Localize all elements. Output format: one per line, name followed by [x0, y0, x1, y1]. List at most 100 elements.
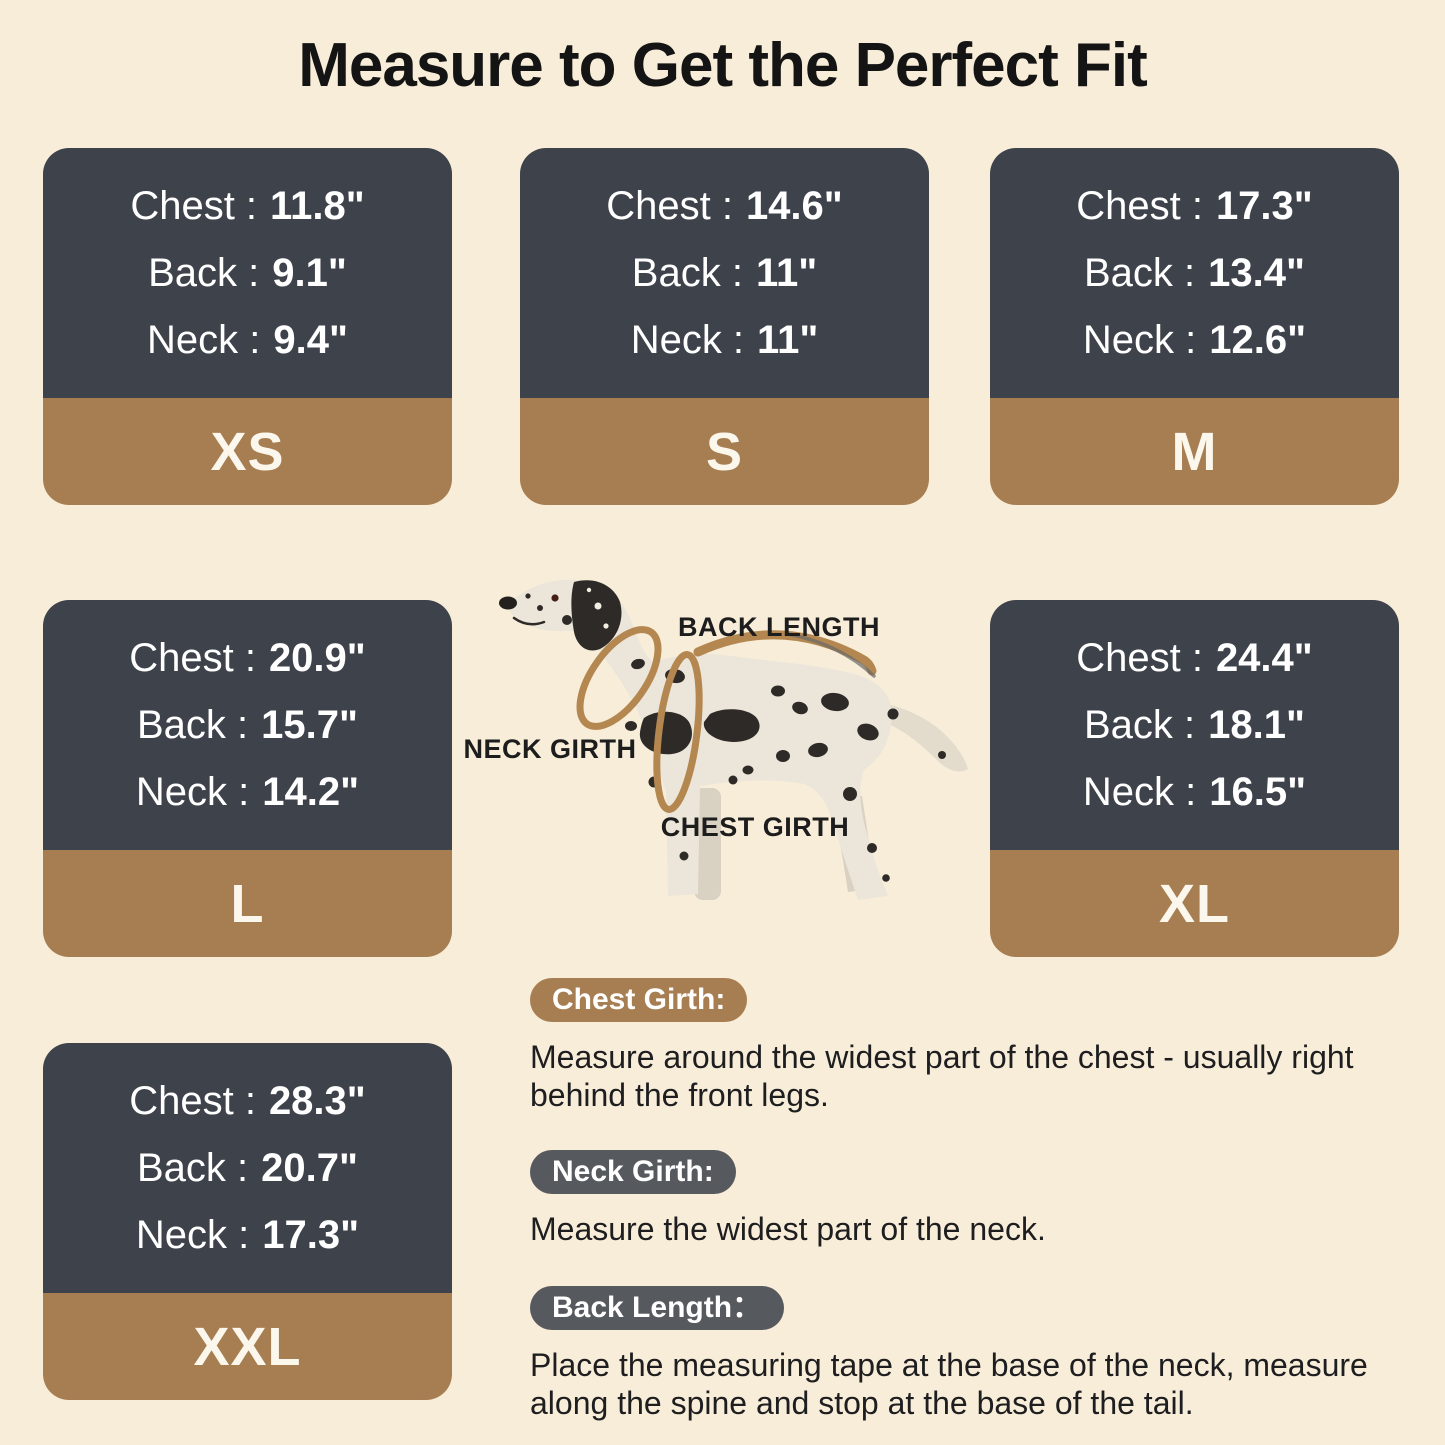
measurement-row: Back : 13.4" [1084, 253, 1305, 293]
measurement-row: Chest : 17.3" [1076, 186, 1313, 226]
measurement-row: Neck : 17.3" [136, 1215, 359, 1255]
size-badge-m: M [990, 398, 1399, 505]
dog-ear-dot [594, 602, 602, 610]
measurement-label: Chest : [129, 1079, 256, 1123]
back-length-tape-shadow [786, 632, 876, 678]
dog-spot [938, 751, 946, 759]
size-card-l-measurements: Chest : 20.9" Back : 15.7" Neck : 14.2" [43, 600, 452, 850]
neck-girth-section: Neck Girth: Measure the widest part of t… [530, 1150, 1418, 1248]
dog-spot [525, 593, 531, 599]
measurement-label: Neck : [147, 318, 261, 362]
measurement-label: Chest : [1076, 184, 1203, 228]
dog-far-front-leg [694, 788, 721, 900]
size-card-s-measurements: Chest : 14.6" Back : 11" Neck : 11" [520, 148, 929, 398]
dog-nose [499, 596, 517, 610]
dog-ear [571, 580, 622, 651]
measurement-value: 13.4" [1208, 251, 1305, 295]
measurement-row: Neck : 9.4" [147, 320, 348, 360]
measurement-value: 17.3" [262, 1213, 360, 1257]
dog-spot [857, 723, 879, 741]
measurement-label: Neck : [1082, 318, 1197, 362]
page-title: Measure to Get the Perfect Fit [298, 31, 1148, 100]
back-length-description: Place the measuring tape at the base of … [530, 1347, 1368, 1421]
measurement-label: Back : [1084, 251, 1196, 295]
chest-girth-description: Measure around the widest part of the ch… [530, 1039, 1354, 1113]
measurement-row: Neck : 16.5" [1083, 772, 1306, 812]
size-badge-xxl: XXL [43, 1293, 452, 1400]
size-card-xl-measurements: Chest : 24.4" Back : 18.1" Neck : 16.5" [990, 600, 1399, 850]
back-length-heading: Back Length： [530, 1286, 785, 1330]
dog-spot [771, 685, 785, 697]
measurement-row: Chest : 20.9" [129, 638, 366, 678]
size-card-xs: Chest : 11.8" Back : 9.1" Neck : 9.4" XS [43, 148, 452, 505]
measurement-label: Neck : [135, 770, 250, 814]
size-badge-xl: XL [990, 850, 1399, 957]
chest-girth-ring-icon [653, 651, 703, 813]
measurement-label: Back : [148, 251, 260, 295]
measurement-row: Back : 9.1" [148, 253, 347, 293]
dog-spot [639, 711, 692, 755]
measurement-label: Neck : [1082, 770, 1197, 814]
measurement-label: Chest : [129, 636, 256, 680]
back-length-label: BACK LENGTH [678, 612, 880, 642]
measurement-label: Chest : [1076, 636, 1203, 680]
dog-spot [776, 750, 790, 762]
neck-girth-description: Measure the widest part of the neck. [530, 1211, 1046, 1247]
measurement-value: 11" [757, 318, 819, 362]
measurement-value: 11.8" [270, 184, 365, 228]
dog-spot [887, 708, 899, 720]
measurement-value: 15.7" [261, 703, 358, 747]
measurement-value: 24.4" [1215, 636, 1313, 680]
size-card-l: Chest : 20.9" Back : 15.7" Neck : 14.2" … [43, 600, 452, 957]
measurement-value: 14.2" [262, 770, 360, 814]
measurement-label: Neck : [135, 1213, 250, 1257]
measurement-value: 28.3" [268, 1079, 366, 1123]
dog-spot [728, 775, 738, 785]
dog-spot [821, 692, 849, 712]
size-card-xxl: Chest : 28.3" Back : 20.7" Neck : 17.3" … [43, 1043, 452, 1400]
size-card-s: Chest : 14.6" Back : 11" Neck : 11" S [520, 148, 929, 505]
dog-ear-dot [603, 623, 609, 629]
size-card-xs-measurements: Chest : 11.8" Back : 9.1" Neck : 9.4" [43, 148, 452, 398]
measurement-value: 16.5" [1209, 770, 1307, 814]
dog-body [508, 579, 892, 900]
size-card-m-measurements: Chest : 17.3" Back : 13.4" Neck : 12.6" [990, 148, 1399, 398]
dog-spot [792, 701, 808, 715]
dog-spot [808, 742, 828, 758]
chest-girth-label: CHEST GIRTH [661, 812, 850, 842]
chest-girth-heading: Chest Girth: [530, 978, 748, 1022]
measurement-row: Chest : 28.3" [129, 1081, 366, 1121]
measurement-label: Back : [137, 1146, 249, 1190]
measurement-row: Back : 15.7" [137, 705, 358, 745]
dog-measurement-diagram: BACK LENGTH NECK GIRTH CHEST GIRTH [448, 556, 990, 988]
measurement-value: 20.9" [268, 636, 366, 680]
measurement-value: 11" [755, 251, 818, 295]
measurement-label: Chest : [130, 184, 258, 228]
measurement-label: Back : [1084, 703, 1196, 747]
measurement-row: Chest : 24.4" [1076, 638, 1313, 678]
measurement-value: 9.1" [272, 251, 347, 295]
measurement-label: Chest : [606, 184, 733, 228]
measurement-row: Neck : 14.2" [136, 772, 359, 812]
measurement-row: Chest : 14.6" [606, 186, 843, 226]
dog-spot [537, 605, 543, 611]
size-card-xl: Chest : 24.4" Back : 18.1" Neck : 16.5" … [990, 600, 1399, 957]
size-card-xxl-measurements: Chest : 28.3" Back : 20.7" Neck : 17.3" [43, 1043, 452, 1293]
dog-illustration-icon: BACK LENGTH NECK GIRTH CHEST GIRTH [464, 579, 968, 900]
measurement-value: 17.3" [1215, 184, 1313, 228]
measurement-value: 14.6" [745, 184, 843, 228]
dog-spot [703, 709, 760, 742]
measurement-label: Neck : [630, 318, 745, 362]
dog-spot [843, 787, 857, 801]
measurement-row: Neck : 11" [631, 320, 819, 360]
chest-girth-section: Chest Girth: Measure around the widest p… [530, 978, 1418, 1114]
dog-spot [867, 843, 877, 853]
dog-spot [625, 721, 637, 731]
dog-eye [551, 594, 559, 602]
measurement-row: Neck : 12.6" [1083, 320, 1306, 360]
measurement-value: 9.4" [273, 318, 348, 362]
dog-mouth [512, 616, 546, 626]
measurement-label: Back : [631, 251, 743, 295]
measurement-value: 12.6" [1209, 318, 1307, 362]
